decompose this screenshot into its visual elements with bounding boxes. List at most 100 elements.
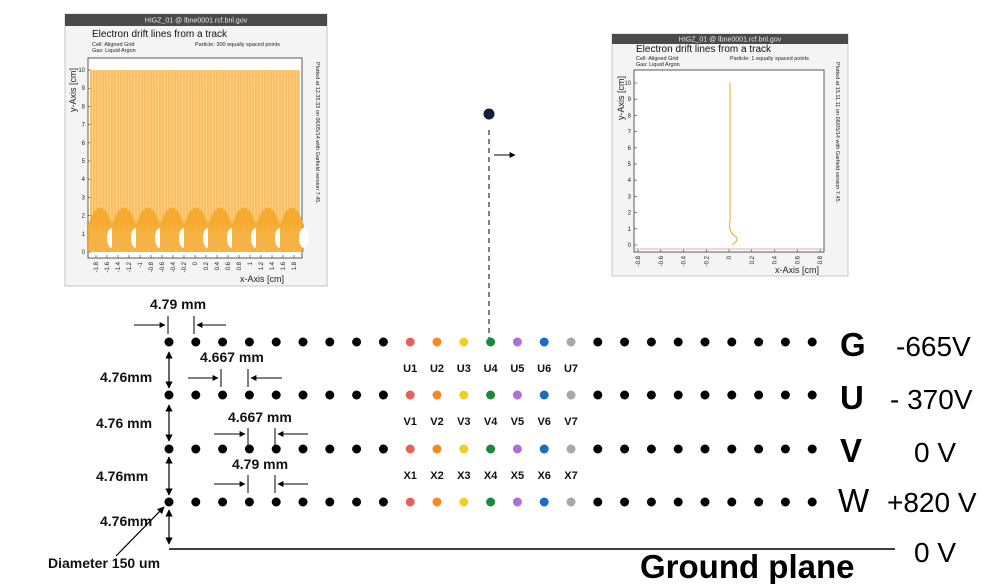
plot-side-note: Plotted at 15.11.11 on 06/05/14 with Gar… (834, 62, 840, 204)
v-wire (432, 444, 442, 454)
v-wire-label: V4 (484, 416, 498, 428)
g-wire (512, 337, 522, 347)
drift-converge (256, 207, 280, 252)
v-wire-label: V1 (403, 416, 416, 428)
y-tick-label: 8 (82, 104, 86, 110)
v-wire (593, 444, 603, 454)
x-wire-label: X1 (403, 470, 416, 482)
plane-w-voltage: +820 V (887, 487, 977, 518)
v-wire-label: V3 (457, 416, 470, 428)
u-wire-label: U3 (457, 363, 471, 375)
g-wire (164, 337, 174, 347)
g-wire (244, 337, 254, 347)
v-wire (512, 444, 522, 454)
u-pitch-annotation: 4.667 mm (188, 349, 282, 387)
w-wire (646, 497, 656, 507)
plot-title: Electron drift lines from a track (636, 44, 772, 55)
y-tick-label: 10 (624, 81, 631, 87)
x-tick-label: -0.8 (149, 261, 155, 272)
u-wire (512, 390, 522, 400)
g-wire (405, 337, 415, 347)
wire-planes (164, 337, 817, 507)
y-tick-label: 2 (82, 214, 86, 220)
u-wire (271, 390, 281, 400)
drift-line-band (90, 70, 300, 225)
v-wire (727, 444, 737, 454)
v-wire (352, 444, 362, 454)
v-wire (325, 444, 335, 454)
v-wire (244, 444, 254, 454)
y-tick-label: 1 (82, 232, 86, 238)
w-wire (459, 497, 469, 507)
x-tick-label: -0.2 (182, 261, 188, 272)
g-wire (191, 337, 201, 347)
u-wire-label: U6 (537, 363, 551, 375)
y-tick-label: 7 (628, 130, 632, 136)
plot-frame (633, 69, 825, 253)
plot-window-title: HIGZ_01 @ lbne0001.rcf.bnl.gov (145, 18, 248, 25)
g-wire (673, 337, 683, 347)
drift-converge (136, 207, 160, 252)
x-wire-label: X4 (484, 470, 498, 482)
drift-converge (208, 207, 232, 252)
plot-particles-note: Particle: 300 equally spaced points (195, 42, 280, 48)
x-tick-label: 1.4 (270, 261, 276, 270)
g-wire (727, 337, 737, 347)
x-tick-label: -1.2 (127, 261, 133, 272)
x-tick-label: 0.8 (237, 261, 243, 270)
gap-wground-annotation: 4.76mm (100, 509, 173, 545)
x-tick-label: -1.8 (94, 261, 100, 272)
g-wire (378, 337, 388, 347)
plot-side-note: Plotted at 12.35.33 on 06/05/14 with Gar… (314, 62, 320, 204)
g-wire (486, 337, 496, 347)
x-tick-label: -0.4 (682, 255, 688, 266)
x-tick-label: 0.2 (204, 261, 210, 270)
x-wire-label: X2 (430, 470, 443, 482)
u-wire (566, 390, 576, 400)
u-wire (298, 390, 308, 400)
w-wire (566, 497, 576, 507)
plot-window-titlebar (65, 14, 327, 26)
u-wire-label: U7 (564, 363, 578, 375)
plane-u-voltage: - 370V (890, 384, 973, 415)
gap-wground-label: 4.76mm (100, 513, 152, 529)
w-wire (807, 497, 817, 507)
x-tick-label: 1.2 (259, 261, 265, 270)
plot-window-title: HIGZ_01 @ lbne0001.rcf.bnl.gov (679, 37, 782, 44)
x-axis-ticks: -0.8 -0.6 -0.4 -0.2 0 0.2 0.4 0.6 0.8 (636, 249, 824, 266)
u-wire (191, 390, 201, 400)
u-wire-label: U1 (403, 363, 417, 375)
x-wire-label: X3 (457, 470, 470, 482)
u-wire (780, 390, 790, 400)
x-tick-label: 0.6 (795, 255, 801, 264)
u-wire (244, 390, 254, 400)
x-axis-ticks: -1.8 -1.6 -1.4 -1.2 -1 -0.8 -0.6 -0.4 -0.2 0 0.2 0.… (94, 255, 298, 272)
plot-cell-note: Cell: Aligned Grid (636, 56, 679, 62)
u-wire (164, 390, 174, 400)
u-wire (673, 390, 683, 400)
y-tick-label: 3 (82, 195, 86, 201)
x-tick-label: -0.8 (636, 255, 642, 266)
w-wire (539, 497, 549, 507)
u-pitch-label: 4.667 mm (200, 349, 264, 365)
plane-g-name: G (840, 326, 866, 363)
gap-vw-annotation: 4.76mm (96, 456, 173, 496)
y-tick-label: 6 (628, 146, 632, 152)
g-wire (700, 337, 710, 347)
drift-converge (280, 207, 304, 252)
v-wire (164, 444, 174, 454)
w-wire (271, 497, 281, 507)
y-tick-label: 10 (78, 68, 85, 74)
w-wire (593, 497, 603, 507)
drift-converge (88, 207, 112, 252)
g-wire (646, 337, 656, 347)
drift-plot-300: HIGZ_01 @ lbne0001.rcf.bnl.gov Electron … (64, 13, 328, 287)
plot-xlabel: x-Axis [cm] (775, 265, 819, 275)
u-wire (352, 390, 362, 400)
plane-v-voltage: 0 V (914, 437, 956, 468)
v-wire (378, 444, 388, 454)
w-pitch-annotation: 4.79 mm (214, 456, 308, 493)
y-tick-label: 3 (628, 194, 632, 200)
u-wire (700, 390, 710, 400)
